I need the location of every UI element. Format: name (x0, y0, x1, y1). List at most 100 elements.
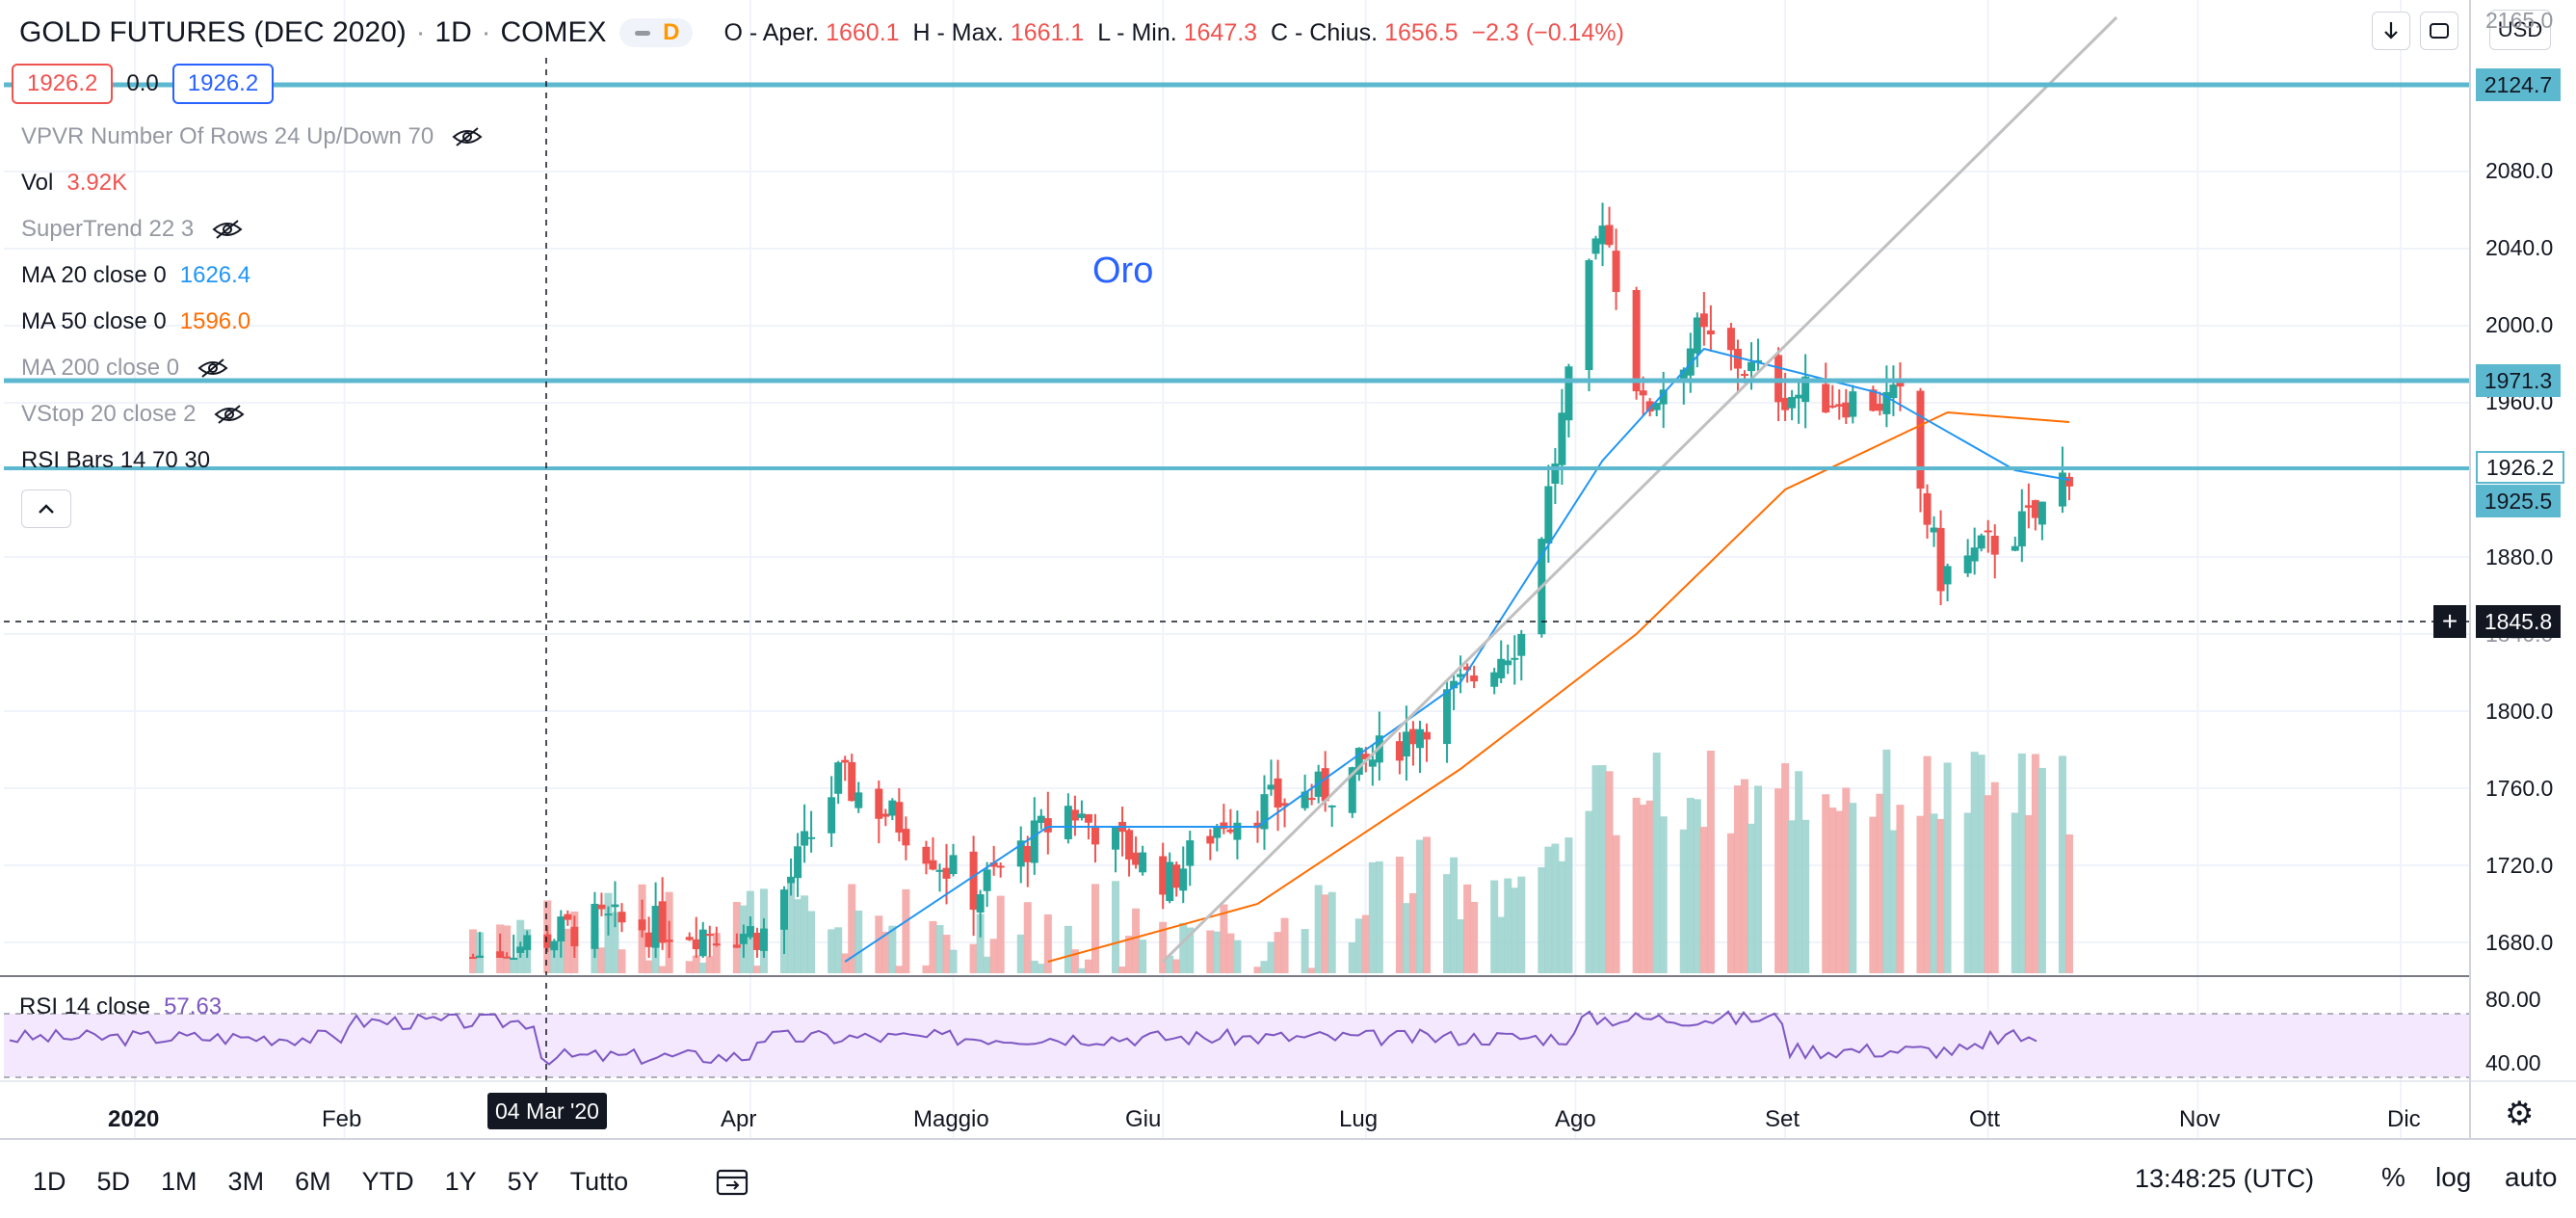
candle-body (618, 912, 626, 923)
candle-body (1943, 566, 1952, 585)
sell-button[interactable]: 1926.2 (12, 64, 114, 104)
market-status-pill[interactable]: D (619, 18, 694, 47)
timeframe-5y[interactable]: 5Y (507, 1166, 539, 1196)
volume-bar (1591, 765, 1600, 973)
volume-bar (935, 925, 944, 973)
candle-body (983, 869, 991, 891)
volume-bar (1395, 856, 1404, 973)
candle-body (611, 904, 619, 908)
legend-value: 3.92K (66, 170, 128, 196)
candle-body (510, 958, 518, 960)
collapse-legend-button[interactable] (21, 490, 71, 528)
symbol-title[interactable]: GOLD FUTURES (DEC 2020) (19, 16, 407, 48)
volume-bar (1179, 922, 1188, 973)
candle-body (1030, 820, 1038, 863)
candle-body (1930, 527, 1938, 533)
date-range-icon[interactable] (715, 1166, 751, 1197)
legend-rsi-bars[interactable]: RSI Bars 14 70 30 (21, 447, 210, 474)
price-label-last: 1926.2 (2476, 451, 2564, 484)
timeframe-6m[interactable]: 6M (295, 1166, 331, 1196)
legend-name: MA 50 close 0 (21, 308, 167, 334)
open-label: O - Aper. (723, 18, 820, 46)
candle-body (1882, 391, 1891, 414)
volume-bar (2017, 753, 2026, 973)
volume-bar (1733, 785, 1742, 973)
candle-body (1591, 238, 1600, 254)
eye-hidden-icon[interactable] (451, 125, 484, 148)
utc-clock[interactable]: 13:48:25 (UTC) (2135, 1164, 2315, 1193)
timeframe-all[interactable]: Tutto (569, 1166, 629, 1196)
candle-body (476, 955, 485, 958)
arrow-down-icon[interactable] (2372, 12, 2410, 50)
crosshair-plus-icon[interactable]: + (2433, 605, 2466, 638)
candle-body (1213, 826, 1222, 838)
volume-bar (1070, 949, 1079, 973)
volume-bar (1206, 930, 1215, 973)
timeframe-ytd[interactable]: YTD (361, 1166, 414, 1196)
legend-ma50[interactable]: MA 50 close 0 1596.0 (21, 308, 250, 335)
timeframe-3m[interactable]: 3M (227, 1166, 265, 1196)
candle-body (1260, 794, 1269, 830)
volume-bar (1706, 750, 1715, 973)
ma20-line (844, 347, 2070, 963)
volume-bar (1564, 837, 1573, 973)
price-label-low-line: 1925.5 (2476, 485, 2561, 517)
rsi-legend[interactable]: RSI 14 close 57.63 (19, 993, 222, 1020)
legend-supertrend[interactable]: SuperTrend 22 3 (21, 216, 244, 243)
candle-body (780, 889, 789, 930)
volume-bar (976, 914, 985, 973)
volume-bar (1693, 799, 1701, 973)
timeframe-5d[interactable]: 5D (96, 1166, 131, 1196)
volume-bar (834, 927, 843, 973)
volume-bar (1699, 827, 1708, 973)
candle-body (1822, 384, 1830, 413)
candle-body (1652, 403, 1661, 410)
eye-hidden-icon[interactable] (213, 403, 246, 426)
volume-bar (854, 910, 863, 973)
legend-vol[interactable]: Vol 3.92K (21, 170, 127, 197)
candle-body (550, 940, 559, 951)
candle-body (1016, 840, 1025, 867)
candle-body (1307, 798, 1316, 801)
log-scale-button[interactable]: log (2435, 1162, 2472, 1192)
gear-icon[interactable]: ⚙ (2505, 1096, 2535, 1132)
candle-body (1408, 728, 1417, 745)
trend-line (1162, 15, 2118, 964)
candle-body (1598, 225, 1607, 245)
volume-bar (1368, 861, 1377, 973)
legend-ma200[interactable]: MA 200 close 0 (21, 355, 229, 382)
buy-button[interactable]: 1926.2 (171, 64, 275, 104)
candle-body (1801, 376, 1810, 403)
eye-hidden-icon[interactable] (211, 218, 244, 241)
interval-label[interactable]: 1D (434, 16, 472, 48)
volume-bar (1301, 929, 1309, 973)
timeframe-1d[interactable]: 1D (33, 1166, 66, 1196)
fullscreen-icon[interactable] (2420, 12, 2458, 50)
candle-body (665, 940, 673, 942)
auto-scale-button[interactable]: auto (2505, 1162, 2558, 1192)
volume-bar (1037, 964, 1045, 973)
candle-body (1889, 384, 1898, 399)
legend-ma20[interactable]: MA 20 close 0 1626.4 (21, 262, 250, 289)
chart-annotation-text[interactable]: Oro (1092, 251, 1154, 291)
rsi-band (4, 1014, 2470, 1077)
volume-bar (1415, 839, 1424, 973)
legend-vstop[interactable]: VStop 20 close 2 (21, 401, 246, 428)
currency-button[interactable]: USD (2489, 10, 2551, 50)
price-label-mid-line: 1971.3 (2476, 364, 2561, 397)
candle-body (1747, 361, 1755, 372)
timeframe-1y[interactable]: 1Y (444, 1166, 477, 1196)
legend-vpvr[interactable]: VPVR Number Of Rows 24 Up/Down 70 (21, 123, 484, 150)
volume-bar (1132, 908, 1141, 973)
timeframe-1m[interactable]: 1M (161, 1166, 197, 1196)
candle-body (1754, 359, 1763, 362)
volume-bar (1598, 765, 1607, 973)
volume-bar (787, 883, 796, 973)
candle-body (949, 855, 958, 875)
volume-bar (1274, 932, 1282, 973)
eye-hidden-icon[interactable] (197, 357, 229, 380)
volume-bar (922, 965, 931, 973)
percent-scale-button[interactable]: % (2381, 1162, 2405, 1192)
volume-bar (503, 925, 512, 973)
